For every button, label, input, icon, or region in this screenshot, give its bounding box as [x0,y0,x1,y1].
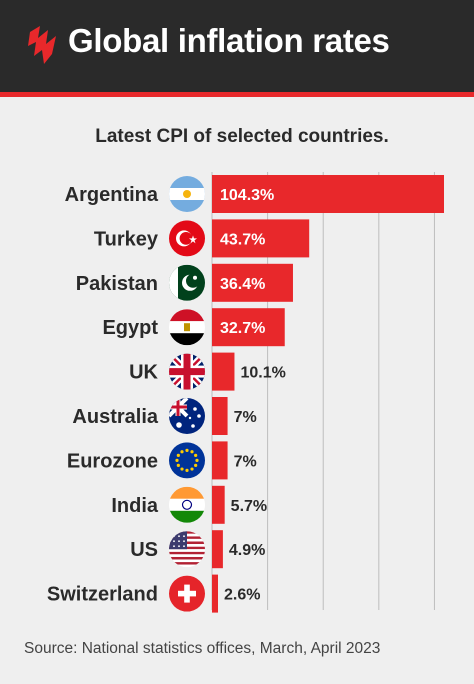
argentina-flag-icon [169,176,205,212]
australia-flag-icon [169,398,205,434]
value-label: 36.4% [220,276,265,293]
value-label: 5.7% [231,498,267,515]
category-label: Australia [72,406,158,428]
pakistan-flag-icon [169,264,205,301]
value-label: 2.6% [224,587,260,604]
uk-flag-icon [169,353,205,390]
category-label: US [130,539,158,561]
bar-australia [212,397,228,435]
chart-subtitle: Latest CPI of selected countries. [95,126,389,147]
eurozone-flag-icon [169,442,205,479]
inflation-bar-chart: Argentina 104.3% Turkey 43.7% Pakistan 36.4% E… [47,172,444,613]
value-label: 7% [234,453,257,470]
category-label: India [111,495,159,517]
category-label: Eurozone [67,450,158,472]
category-label: Turkey [94,228,159,250]
value-label: 10.1% [240,365,285,382]
category-label: Pakistan [76,273,158,295]
egypt-flag-icon [169,309,205,346]
turkey-flag-icon [169,220,205,257]
bar-india [212,485,225,524]
value-label: 4.9% [229,542,265,559]
bar-turkey [212,219,310,258]
category-label: Switzerland [47,584,158,606]
header-accent-stripe [0,92,474,97]
value-label: 7% [234,409,257,426]
value-label: 104.3% [220,187,274,204]
us-flag-icon [169,531,205,568]
page-title: Global inflation rates [68,22,390,59]
bar-eurozone [212,441,228,480]
bar-us [212,530,223,569]
header-bar: Global inflation rates [0,0,474,92]
switzerland-flag-icon [169,575,205,612]
bar-uk [212,352,235,391]
value-label: 43.7% [220,231,265,248]
bar-pakistan [212,263,293,302]
category-label: Egypt [102,317,158,339]
source-note: Source: National statistics offices, Mar… [24,640,381,657]
bar-switzerland [212,574,218,613]
category-label: Argentina [65,184,159,206]
category-label: UK [129,362,158,384]
india-flag-icon [169,486,205,523]
bar-argentina [212,175,444,213]
bar-egypt [212,308,285,347]
sbs-logo-icon [28,26,56,64]
value-label: 32.7% [220,320,265,337]
